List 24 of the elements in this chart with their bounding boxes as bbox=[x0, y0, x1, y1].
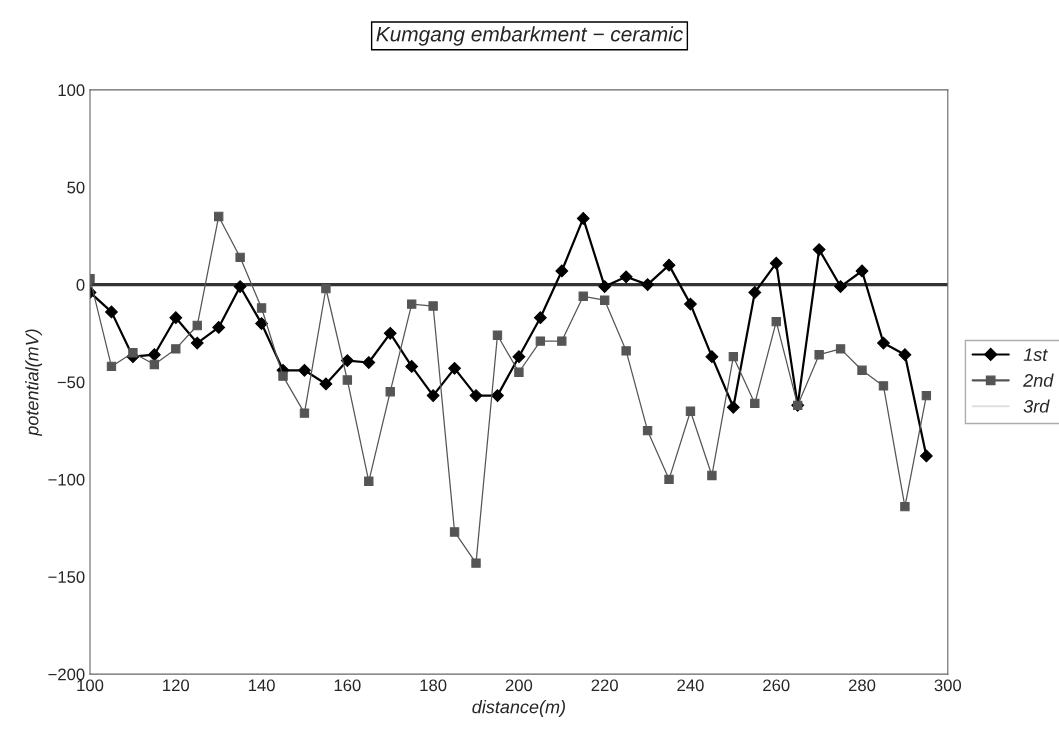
x-tick-label: 260 bbox=[763, 679, 790, 692]
y-tick-label: −100 bbox=[48, 473, 85, 486]
x-tick-label: 140 bbox=[248, 679, 275, 692]
y-tick-label: −50 bbox=[57, 376, 85, 389]
y-tick-label: 50 bbox=[67, 181, 85, 194]
x-tick-label: 160 bbox=[334, 679, 361, 692]
x-tick-label: 180 bbox=[420, 679, 447, 692]
y-tick-label: 100 bbox=[58, 84, 85, 97]
x-tick-label: 280 bbox=[848, 679, 876, 692]
x-tick-label: 240 bbox=[677, 679, 704, 692]
x-tick-label: 200 bbox=[505, 679, 533, 692]
x-axis-title: distance(m) bbox=[472, 700, 565, 717]
legend-label: 2nd bbox=[1023, 373, 1054, 387]
x-tick-label: 120 bbox=[163, 679, 190, 692]
chart-title: Kumgang embarkment − ceramic bbox=[376, 26, 683, 46]
legend-label: 3rd bbox=[1023, 399, 1050, 413]
y-axis-title: potential(mV) bbox=[25, 329, 43, 437]
y-tick-label: −200 bbox=[48, 668, 85, 681]
x-tick-label: 100 bbox=[77, 679, 104, 692]
x-tick-label: 220 bbox=[591, 679, 618, 692]
y-tick-label: −150 bbox=[48, 571, 85, 583]
legend-label: 1st bbox=[1023, 348, 1048, 361]
y-tick-label: 0 bbox=[76, 279, 85, 291]
x-tick-label: 300 bbox=[934, 679, 962, 692]
